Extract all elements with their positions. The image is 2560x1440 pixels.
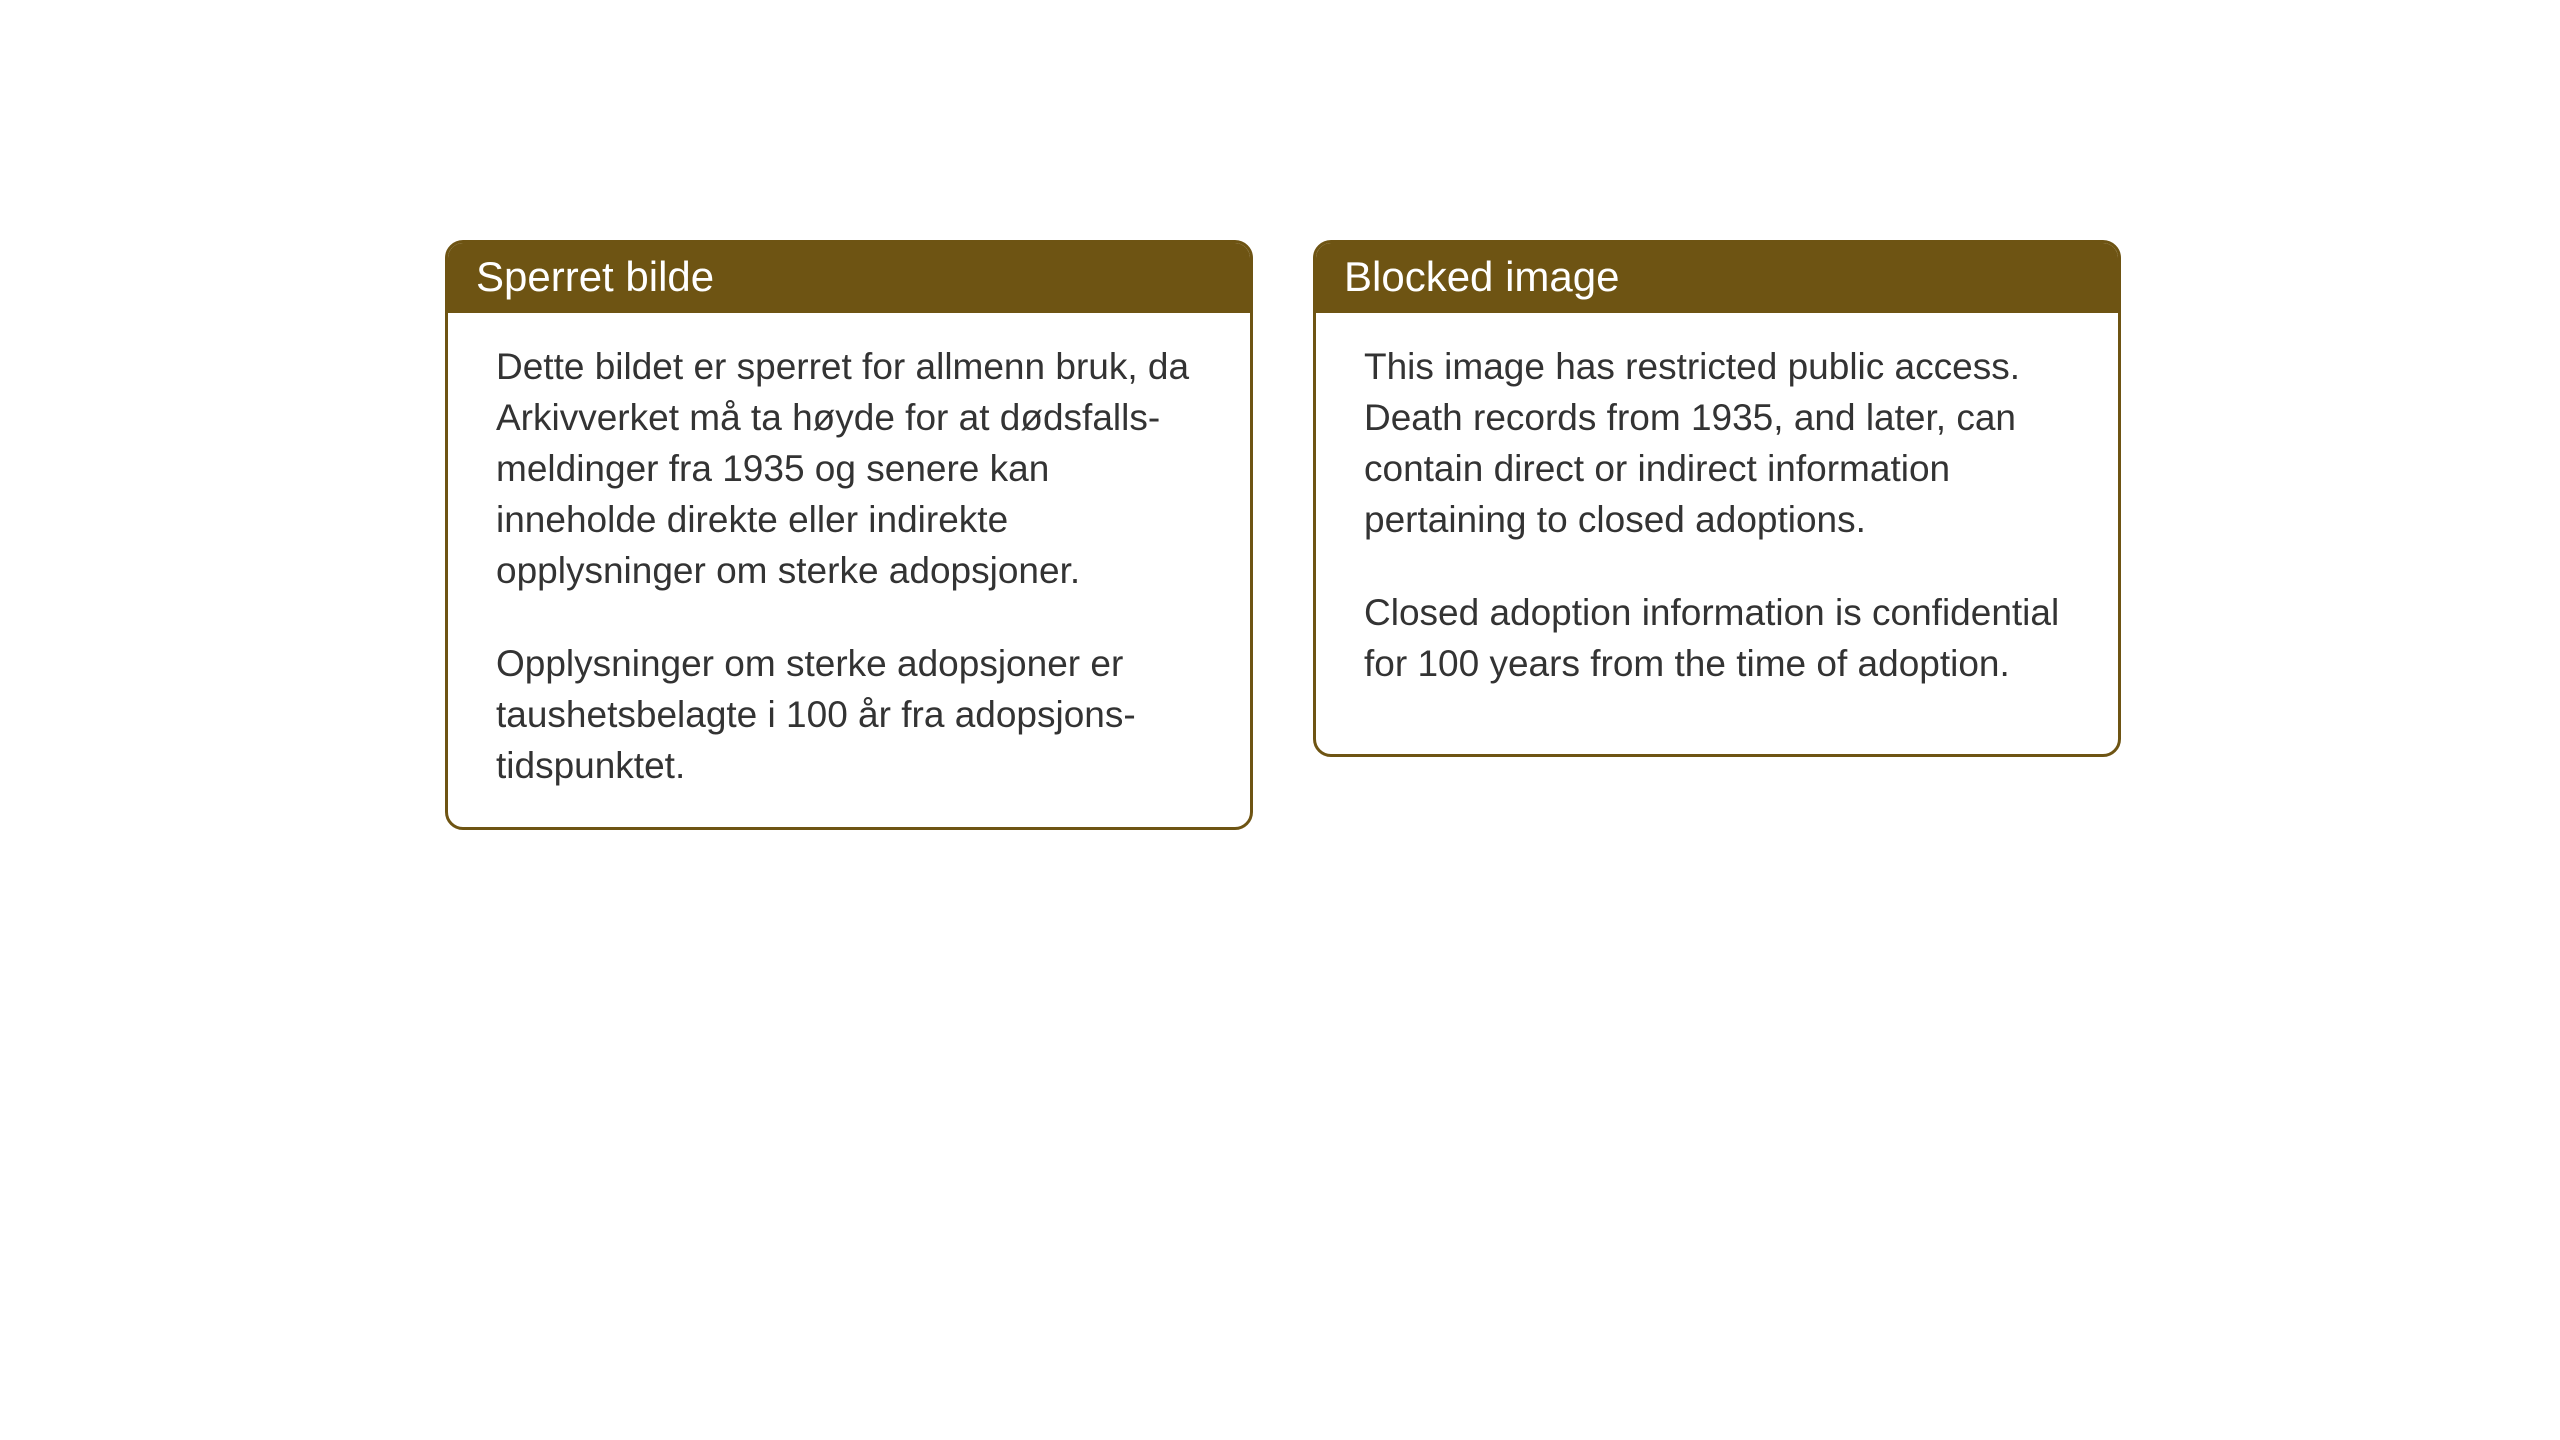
card-paragraph-2-norwegian: Opplysninger om sterke adopsjoner er tau…	[496, 638, 1202, 791]
card-norwegian: Sperret bilde Dette bildet er sperret fo…	[445, 240, 1253, 830]
card-paragraph-1-english: This image has restricted public access.…	[1364, 341, 2070, 545]
card-body-english: This image has restricted public access.…	[1316, 313, 2118, 725]
card-paragraph-1-norwegian: Dette bildet er sperret for allmenn bruk…	[496, 341, 1202, 596]
card-body-norwegian: Dette bildet er sperret for allmenn bruk…	[448, 313, 1250, 827]
card-title-norwegian: Sperret bilde	[476, 253, 714, 300]
card-title-english: Blocked image	[1344, 253, 1619, 300]
card-header-english: Blocked image	[1316, 243, 2118, 313]
card-paragraph-2-english: Closed adoption information is confident…	[1364, 587, 2070, 689]
card-header-norwegian: Sperret bilde	[448, 243, 1250, 313]
cards-container: Sperret bilde Dette bildet er sperret fo…	[445, 240, 2121, 830]
card-english: Blocked image This image has restricted …	[1313, 240, 2121, 757]
